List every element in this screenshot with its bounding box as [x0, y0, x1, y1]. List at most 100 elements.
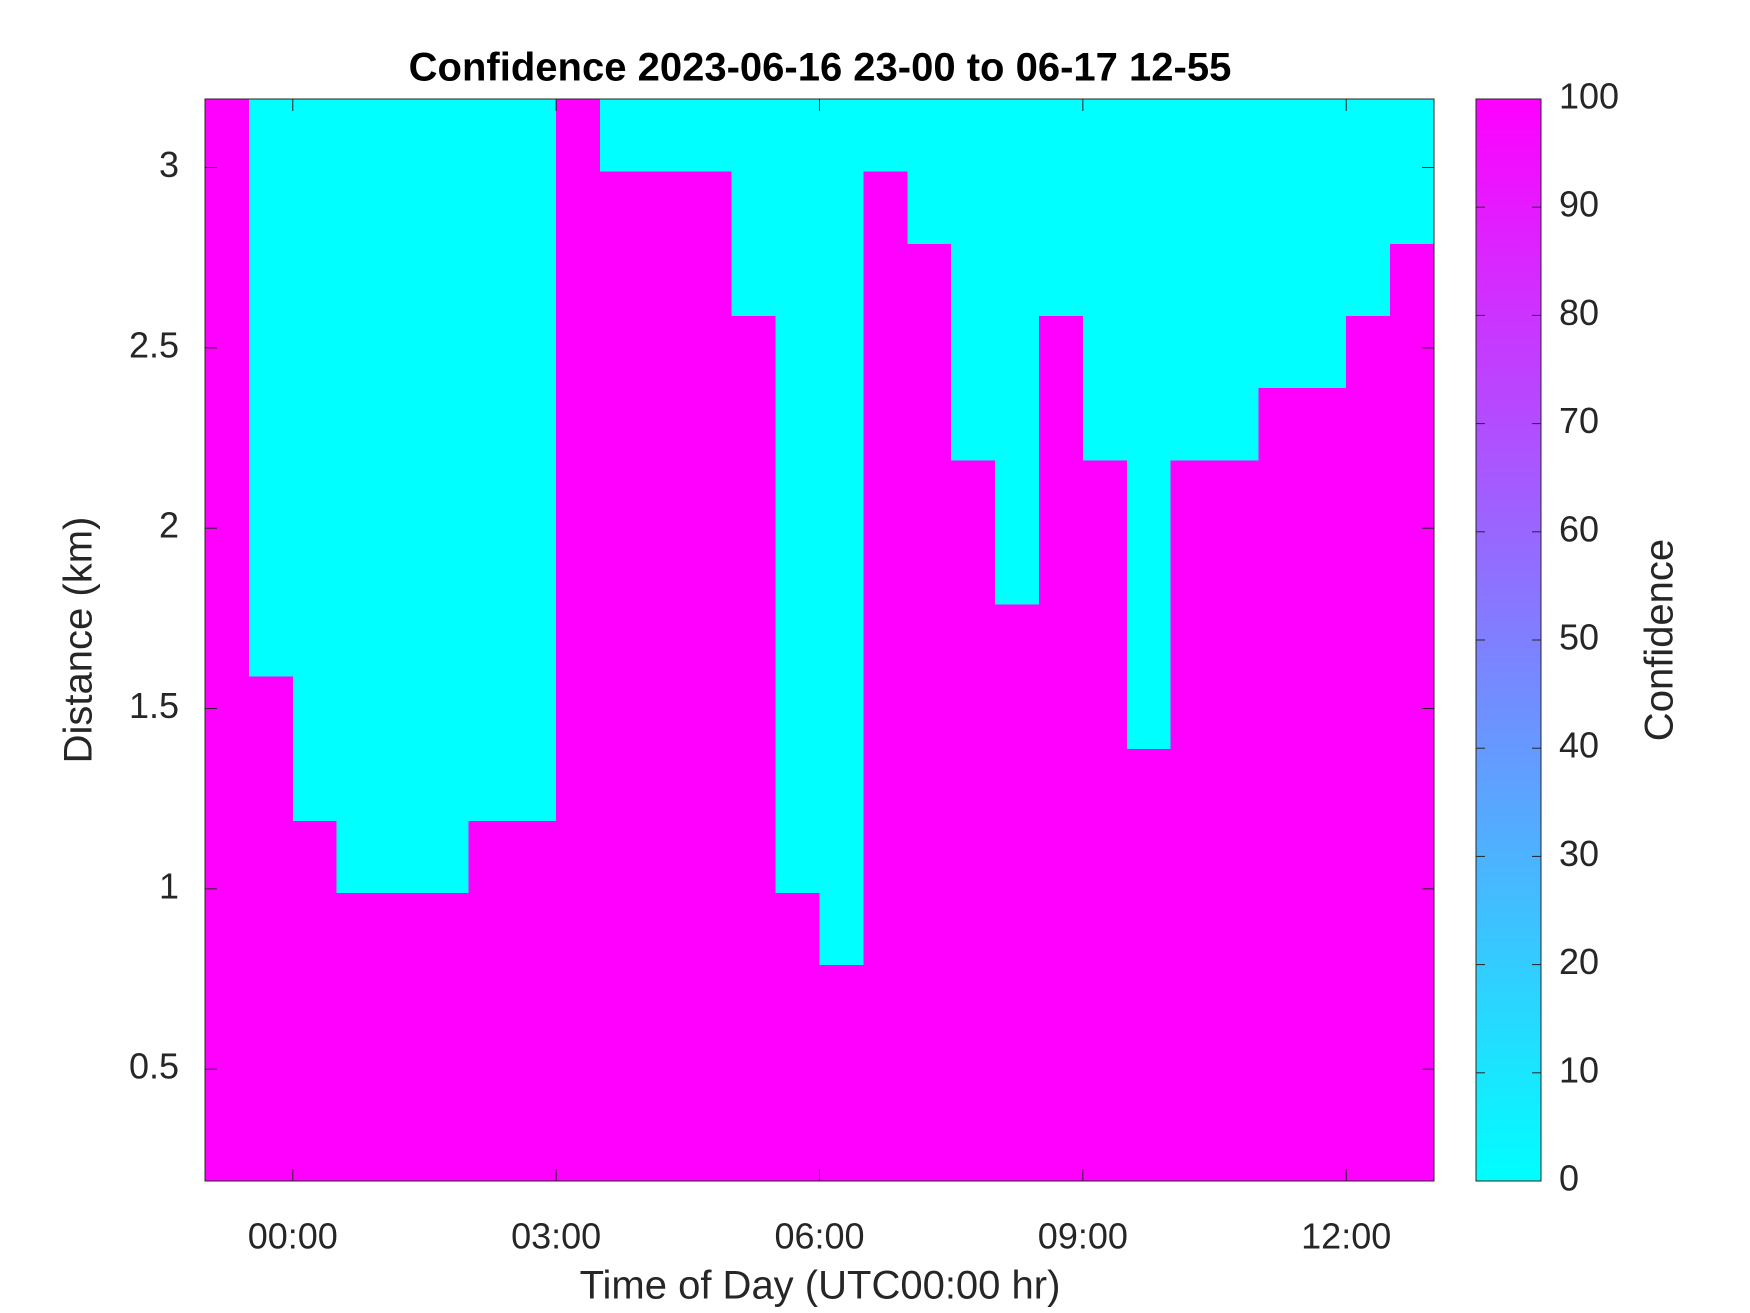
colorbar-tick-label: 90: [1559, 184, 1599, 225]
heatmap-cell: [731, 1108, 777, 1182]
heatmap-cell: [687, 531, 733, 605]
heatmap: [205, 99, 1435, 1182]
heatmap-cell: [775, 387, 821, 461]
heatmap-cell: [556, 99, 601, 172]
heatmap-cell: [995, 387, 1040, 461]
heatmap-cell: [380, 748, 426, 821]
heatmap-cell: [468, 603, 513, 677]
heatmap-cell: [248, 171, 294, 244]
heatmap-cell: [556, 171, 601, 244]
heatmap-cell: [863, 676, 908, 749]
heatmap-cell: [1082, 820, 1128, 894]
heatmap-cell: [1258, 676, 1303, 749]
heatmap-cell: [1302, 459, 1347, 533]
heatmap-cell: [468, 1108, 513, 1182]
heatmap-cell: [1082, 1108, 1128, 1182]
heatmap-cell: [951, 459, 996, 533]
heatmap-cell: [248, 387, 294, 461]
heatmap-cell: [995, 531, 1040, 605]
heatmap-cell: [687, 315, 733, 389]
heatmap-cell: [907, 1108, 952, 1182]
heatmap-cell: [687, 99, 733, 172]
colorbar-tick-label: 10: [1559, 1049, 1599, 1090]
heatmap-cell: [1258, 820, 1303, 894]
colorbar-tick-label: 40: [1559, 725, 1599, 766]
heatmap-cell: [1302, 820, 1347, 894]
heatmap-cell: [1214, 243, 1260, 316]
heatmap-cell: [775, 892, 821, 966]
heatmap-cell: [1082, 676, 1128, 749]
heatmap-cell: [951, 603, 996, 677]
heatmap-cell: [248, 315, 294, 389]
heatmap-cell: [863, 99, 908, 172]
heatmap-cell: [600, 531, 645, 605]
heatmap-cell: [731, 964, 777, 1038]
heatmap-cell: [1082, 99, 1128, 172]
heatmap-cell: [907, 964, 952, 1038]
heatmap-cell: [731, 748, 777, 821]
y-tick-label: 0.5: [129, 1046, 179, 1087]
colorbar-tick-label: 100: [1559, 76, 1619, 117]
heatmap-cell: [380, 387, 426, 461]
heatmap-cell: [1170, 748, 1216, 821]
heatmap-cell: [1214, 315, 1260, 389]
heatmap-cell: [1346, 603, 1391, 677]
heatmap-cell: [205, 748, 250, 821]
heatmap-cell: [951, 748, 996, 821]
heatmap-cell: [600, 964, 645, 1038]
heatmap-cell: [1302, 748, 1347, 821]
heatmap-cell: [205, 1036, 250, 1110]
heatmap-cell: [687, 459, 733, 533]
heatmap-cell: [951, 315, 996, 389]
heatmap-cell: [556, 892, 601, 966]
heatmap-cell: [643, 964, 689, 1038]
heatmap-cell: [380, 676, 426, 749]
heatmap-cell: [1302, 603, 1347, 677]
heatmap-cell: [1038, 243, 1084, 316]
heatmap-cell: [424, 99, 469, 172]
heatmap-cell: [995, 676, 1040, 749]
heatmap-cell: [643, 459, 689, 533]
heatmap-cell: [1346, 531, 1391, 605]
colorbar-tick-label: 60: [1559, 508, 1599, 549]
x-axis-label: Time of Day (UTC00:00 hr): [580, 1264, 1061, 1308]
colorbar-tick-label: 0: [1559, 1158, 1579, 1199]
heatmap-cell: [556, 676, 601, 749]
heatmap-cell: [1170, 603, 1216, 677]
heatmap-cell: [951, 99, 996, 172]
heatmap-cell: [336, 1108, 382, 1182]
heatmap-cell: [951, 387, 996, 461]
heatmap-cell: [643, 171, 689, 244]
heatmap-cell: [512, 243, 557, 316]
colorbar-tick-label: 70: [1559, 400, 1599, 441]
heatmap-cell: [1126, 459, 1172, 533]
heatmap-cell: [1170, 1036, 1216, 1110]
heatmap-cell: [995, 820, 1040, 894]
heatmap-cell: [1390, 243, 1435, 316]
heatmap-cell: [380, 1036, 426, 1110]
heatmap-cell: [819, 748, 864, 821]
heatmap-cell: [1082, 459, 1128, 533]
heatmap-cell: [863, 531, 908, 605]
heatmap-cell: [1258, 243, 1303, 316]
heatmap-cell: [1082, 748, 1128, 821]
heatmap-cell: [1170, 387, 1216, 461]
heatmap-cell: [380, 964, 426, 1038]
heatmap-cell: [995, 892, 1040, 966]
heatmap-cell: [819, 964, 864, 1038]
heatmap-cell: [336, 531, 382, 605]
x-tick-label: 09:00: [1038, 1216, 1128, 1257]
heatmap-cell: [292, 99, 338, 172]
heatmap-cell: [556, 1108, 601, 1182]
heatmap-cell: [380, 315, 426, 389]
heatmap-cell: [1082, 387, 1128, 461]
heatmap-cell: [1258, 1036, 1303, 1110]
heatmap-cell: [1038, 676, 1084, 749]
heatmap-cell: [336, 964, 382, 1038]
heatmap-cell: [205, 243, 250, 316]
heatmap-cell: [819, 820, 864, 894]
heatmap-cell: [600, 676, 645, 749]
heatmap-cell: [512, 387, 557, 461]
